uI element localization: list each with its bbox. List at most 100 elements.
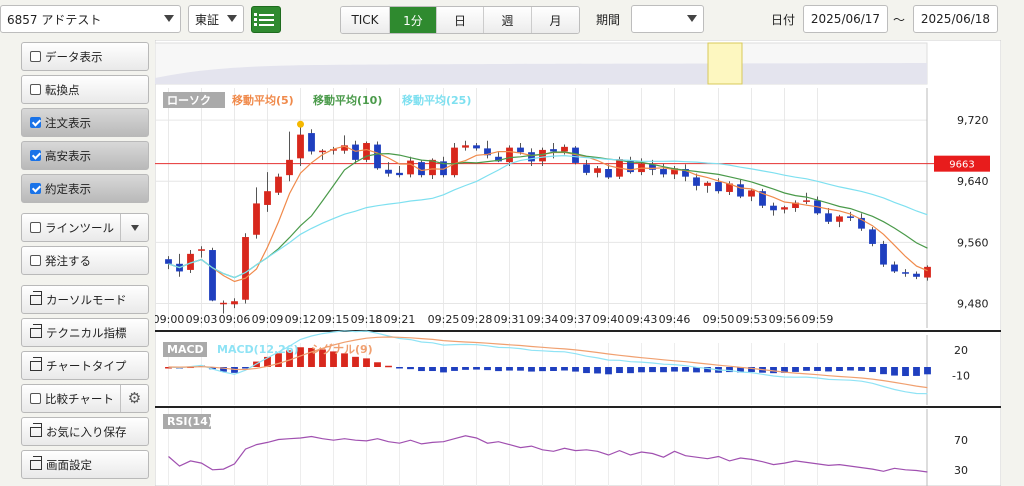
candle bbox=[506, 145, 513, 166]
candle bbox=[572, 146, 579, 165]
candle bbox=[407, 156, 414, 178]
sidebar-item-8[interactable]: テクニカル指標 bbox=[21, 318, 149, 347]
sidebar-item-3[interactable]: 高安表示 bbox=[21, 141, 149, 170]
tab-day[interactable]: 日 bbox=[437, 7, 484, 33]
x-tick-label: 09:43 bbox=[626, 313, 658, 326]
candle-body bbox=[737, 184, 744, 197]
date-from-field[interactable]: 2025/06/17 bbox=[803, 5, 888, 33]
sidebar-item-0[interactable]: データ表示 bbox=[21, 42, 149, 71]
sidebar-item-11[interactable]: お気に入り保存 bbox=[21, 417, 149, 446]
y-tick-label: 9,560 bbox=[957, 236, 989, 249]
signal-line bbox=[168, 336, 928, 389]
chart-svg[interactable]: 9,720 9,640 9,560 9,480 9663 ローソク 移動平均(5) 移動平均(… bbox=[153, 39, 1002, 486]
current-price-badge bbox=[934, 155, 990, 172]
candle-body bbox=[627, 160, 634, 173]
sidebar-item-12[interactable]: 画面設定 bbox=[21, 450, 149, 479]
market-select[interactable]: 東証 bbox=[188, 5, 244, 33]
candle-body bbox=[418, 162, 425, 176]
gear-icon[interactable]: ⚙ bbox=[120, 385, 148, 412]
candle bbox=[473, 143, 480, 151]
list-view-button[interactable] bbox=[251, 6, 281, 33]
checkbox[interactable] bbox=[30, 255, 41, 266]
sidebar-item-5[interactable]: ラインツール bbox=[21, 213, 149, 242]
candle-body bbox=[704, 182, 711, 186]
candle bbox=[803, 192, 810, 205]
candle bbox=[594, 165, 601, 178]
sidebar-item-2[interactable]: 注文表示 bbox=[21, 108, 149, 137]
macd-histogram-bar bbox=[220, 367, 227, 372]
macd-histogram-bar bbox=[429, 367, 436, 372]
candle-body bbox=[605, 169, 612, 178]
sidebar-item-6[interactable]: 発注する bbox=[21, 246, 149, 275]
checkbox[interactable] bbox=[30, 51, 41, 62]
candle-body bbox=[286, 159, 293, 176]
tab-week[interactable]: 週 bbox=[484, 7, 532, 33]
candle bbox=[242, 233, 249, 304]
chart-area[interactable]: 9,720 9,640 9,560 9,480 9663 ローソク 移動平均(5) 移動平均(… bbox=[153, 39, 1002, 486]
checkbox[interactable] bbox=[30, 183, 41, 194]
candle bbox=[704, 181, 711, 193]
sidebar-item-1[interactable]: 転換点 bbox=[21, 75, 149, 104]
candle-body bbox=[770, 205, 777, 211]
y-tick-label: 9,720 bbox=[957, 114, 989, 127]
macd-histogram-bar bbox=[418, 367, 425, 372]
period-tabs: TICK 1分 日 週 月 bbox=[340, 6, 580, 34]
checkbox[interactable] bbox=[30, 117, 41, 128]
macd-histogram-bar bbox=[473, 367, 480, 370]
candle bbox=[891, 261, 898, 273]
checkbox[interactable] bbox=[30, 222, 41, 233]
checkbox[interactable] bbox=[30, 393, 41, 404]
sidebar-item-9[interactable]: チャートタイプ bbox=[21, 351, 149, 380]
candle-body bbox=[308, 133, 315, 152]
tab-tick[interactable]: TICK bbox=[341, 7, 390, 33]
date-label: 日付 bbox=[771, 13, 796, 27]
candle-body bbox=[473, 145, 480, 149]
list-icon bbox=[254, 13, 274, 16]
candle-body bbox=[341, 145, 348, 151]
candle-body bbox=[792, 202, 799, 208]
x-tick-label: 09:59 bbox=[802, 313, 834, 326]
candle-body bbox=[671, 168, 678, 175]
date-to-field[interactable]: 2025/06/18 bbox=[913, 5, 998, 33]
candle-body bbox=[352, 144, 359, 160]
candle bbox=[308, 129, 315, 155]
candle bbox=[737, 179, 744, 199]
candle bbox=[748, 188, 755, 202]
sidebar-item-7[interactable]: カーソルモード bbox=[21, 285, 149, 314]
macd-histogram-bar bbox=[825, 367, 832, 372]
macd-histogram-bar bbox=[407, 367, 414, 370]
candle-body bbox=[847, 216, 854, 218]
candle-body bbox=[440, 161, 447, 176]
candle bbox=[330, 146, 337, 155]
macd-histogram-bar bbox=[550, 367, 557, 371]
macd-histogram-bar bbox=[770, 367, 777, 374]
macd-histogram-bar bbox=[605, 367, 612, 375]
checkbox[interactable] bbox=[30, 150, 41, 161]
tab-month[interactable]: 月 bbox=[532, 7, 579, 33]
x-tick-label: 09:40 bbox=[593, 313, 625, 326]
macd-histogram-bar bbox=[693, 367, 700, 373]
y-tick-label: 9,640 bbox=[957, 175, 989, 188]
macd-histogram-bar bbox=[924, 367, 931, 375]
candle bbox=[858, 213, 865, 231]
sidebar-item-label: 発注する bbox=[45, 253, 91, 268]
macd-histogram-bar bbox=[440, 367, 447, 373]
period-label: 期間 bbox=[596, 13, 621, 27]
ma25-line bbox=[168, 154, 928, 279]
candle-body bbox=[715, 182, 722, 192]
sidebar-item-4[interactable]: 約定表示 bbox=[21, 174, 149, 203]
candle-body bbox=[198, 249, 205, 251]
chevron-down-icon[interactable] bbox=[120, 214, 148, 241]
period-select[interactable] bbox=[631, 5, 704, 33]
rsi-y-tick: 70 bbox=[954, 434, 968, 447]
checkbox[interactable] bbox=[30, 84, 41, 95]
candle bbox=[286, 131, 293, 182]
macd-histogram-bar bbox=[638, 367, 645, 373]
high-marker bbox=[297, 120, 304, 128]
symbol-select[interactable]: 6857 アドテスト bbox=[0, 5, 181, 33]
candle bbox=[583, 159, 590, 176]
sidebar-item-10[interactable]: 比較チャート ⚙ bbox=[21, 384, 149, 413]
chevron-down-icon bbox=[164, 15, 174, 22]
candle-body bbox=[462, 145, 469, 148]
tab-1min[interactable]: 1分 bbox=[390, 7, 437, 33]
